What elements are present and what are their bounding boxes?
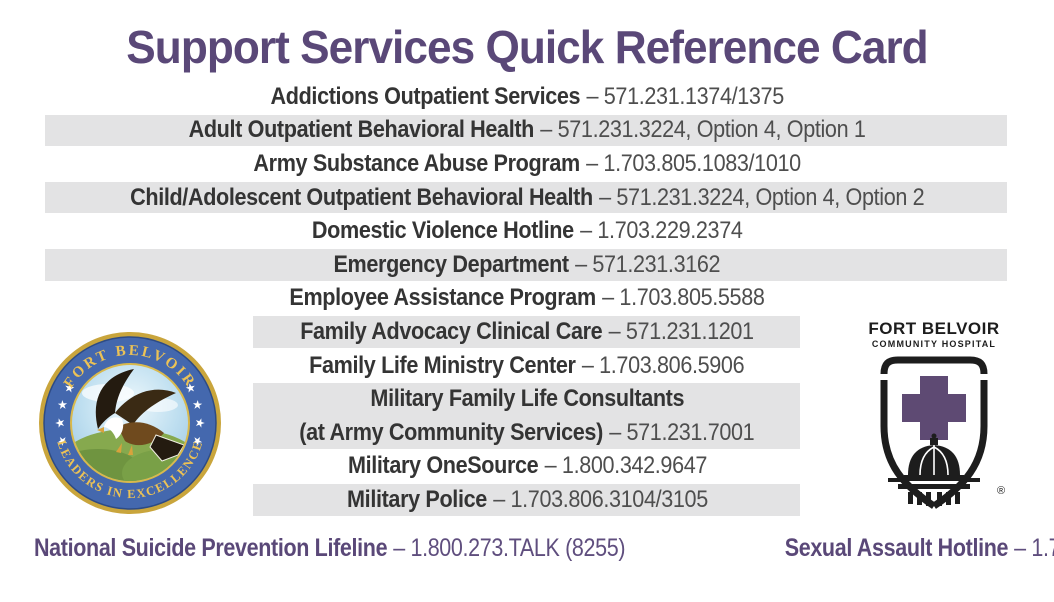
service-row: Military Police – 1.703.806.3104/3105 bbox=[0, 483, 1054, 517]
eagle bbox=[95, 369, 185, 462]
service-name: Domestic Violence Hotline bbox=[311, 217, 574, 245]
service-row: Military Family Life Consultants (at Arm… bbox=[0, 382, 1054, 449]
svg-text:★: ★ bbox=[54, 434, 70, 448]
registered-trademark-symbol: ® bbox=[997, 485, 1005, 497]
service-row: Family Life Ministry Center – 1.703.806.5… bbox=[0, 349, 1054, 383]
service-name: Army Substance Abuse Program bbox=[253, 149, 580, 177]
service-number: – 1.703.806.5906 bbox=[582, 351, 745, 379]
fort-belvoir-seal: ★ ★ ★ ★ ★ ★ ★ ★ FORT BELVOIR LEADERS IN … bbox=[39, 332, 221, 514]
service-number: – 571.231.7001 bbox=[609, 418, 755, 446]
svg-text:★: ★ bbox=[189, 398, 205, 412]
service-name: Military Family Life Consultants bbox=[370, 385, 684, 413]
service-number: – 1.703.805.1083/1010 bbox=[586, 149, 801, 177]
service-name: Family Advocacy Clinical Care bbox=[300, 317, 603, 345]
dome-ribs bbox=[919, 445, 949, 476]
page-title: Support Services Quick Reference Card bbox=[126, 21, 928, 73]
service-row: Domestic Violence Hotline – 1.703.229.237… bbox=[0, 214, 1054, 248]
svg-text:★: ★ bbox=[53, 418, 67, 429]
services-list: Addictions Outpatient Services – 571.231.… bbox=[0, 80, 1054, 517]
service-name: Emergency Department bbox=[333, 250, 570, 278]
svg-text:★: ★ bbox=[54, 398, 70, 412]
service-number: – 571.231.1201 bbox=[608, 317, 754, 345]
hospital-logo-line2: COMMUNITY HOSPITAL bbox=[872, 339, 996, 349]
hospital-logo-line1: FORT BELVOIR bbox=[868, 319, 999, 338]
hotline-name: Sexual Assault Hotline bbox=[785, 533, 1009, 562]
service-number: – 1.703.229.2374 bbox=[579, 217, 743, 245]
service-row: Employee Assistance Program – 1.703.805.5… bbox=[0, 282, 1054, 316]
service-name: Adult Outpatient Behavioral Health bbox=[188, 116, 535, 144]
shield-outline bbox=[880, 356, 988, 509]
sexual-assault-hotline-entry: Sexual Assault Hotline– 1.703.740.7029 bbox=[785, 534, 1054, 563]
service-name: Military Police bbox=[346, 485, 487, 513]
service-name: Family Life Ministry Center bbox=[309, 351, 576, 379]
hotline-footer: National Suicide Prevention Lifeline – 1.… bbox=[0, 529, 1054, 567]
service-number: – 1.703.806.3104/3105 bbox=[492, 485, 708, 513]
service-row: Military OneSource – 1.800.342.9647 bbox=[0, 450, 1054, 484]
service-number: – 571.231.3224, Option 4, Option 2 bbox=[598, 183, 925, 211]
service-row: Army Substance Abuse Program – 1.703.805.… bbox=[0, 147, 1054, 181]
service-name: Addictions Outpatient Services bbox=[270, 82, 581, 110]
service-number: – 571.231.3162 bbox=[575, 250, 721, 278]
service-name: Military OneSource bbox=[347, 452, 538, 480]
hotline-number: – 1.703.740.7029 bbox=[1014, 533, 1054, 562]
svg-text:★: ★ bbox=[189, 434, 205, 448]
service-row: Family Advocacy Clinical Care – 571.231.1… bbox=[0, 315, 1054, 349]
service-name: Child/Adolescent Outpatient Behavioral H… bbox=[129, 183, 593, 211]
service-row: Addictions Outpatient Services – 571.231.… bbox=[0, 80, 1054, 114]
service-number: – 1.703.805.5588 bbox=[602, 284, 765, 312]
service-number: – 571.231.1374/1375 bbox=[586, 82, 784, 110]
service-number: – 571.231.3224, Option 4, Option 1 bbox=[540, 116, 866, 144]
service-name-line2: (at Army Community Services) bbox=[299, 418, 604, 446]
service-row: Emergency Department – 571.231.3162 bbox=[0, 248, 1054, 282]
purple-cross-icon bbox=[902, 376, 966, 440]
service-row: Child/Adolescent Outpatient Behavioral H… bbox=[0, 181, 1054, 215]
fort-belvoir-community-hospital-logo: FORT BELVOIR COMMUNITY HOSPITAL bbox=[868, 319, 1005, 509]
hotline-number: – 1.800.273.TALK (8255) bbox=[393, 533, 626, 562]
hotline-name: National Suicide Prevention Lifeline bbox=[34, 533, 388, 562]
suicide-lifeline-entry: National Suicide Prevention Lifeline – 1.… bbox=[34, 534, 625, 563]
service-number: – 1.800.342.9647 bbox=[544, 452, 707, 480]
service-row: Adult Outpatient Behavioral Health – 571.… bbox=[0, 114, 1054, 148]
svg-text:★: ★ bbox=[193, 418, 207, 429]
service-name: Employee Assistance Program bbox=[289, 284, 596, 312]
